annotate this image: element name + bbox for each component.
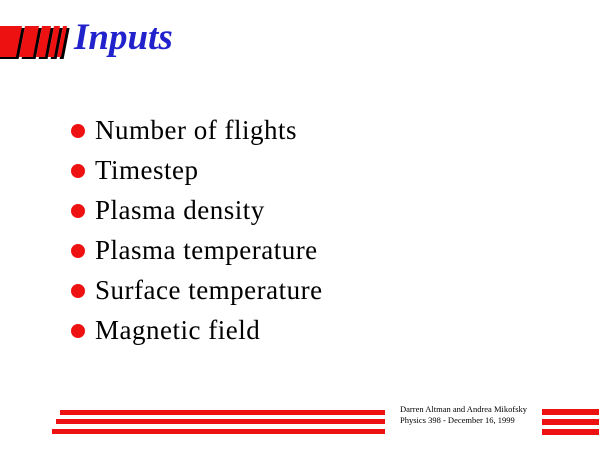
- footer-stripe-right-icon: [542, 409, 599, 415]
- bullet-item: Timestep: [0, 150, 600, 190]
- footer-stripe-right-icon: [542, 429, 599, 435]
- footer-stripe-left-icon: [56, 419, 385, 424]
- bullet-icon: [71, 124, 85, 138]
- bullet-label: Timestep: [95, 154, 199, 185]
- bullet-label: Number of flights: [95, 114, 297, 145]
- bullet-icon: [71, 204, 85, 218]
- bullet-icon: [71, 284, 85, 298]
- bullet-icon: [71, 324, 85, 338]
- bullet-item: Magnetic field: [0, 310, 600, 350]
- bullet-item: Plasma temperature: [0, 230, 600, 270]
- bullet-item: Plasma density: [0, 190, 600, 230]
- bullet-item: Surface temperature: [0, 270, 600, 310]
- bullet-label: Plasma temperature: [95, 234, 318, 265]
- bullet-icon: [71, 244, 85, 258]
- bullet-item: Number of flights: [0, 110, 600, 150]
- bullet-icon: [71, 164, 85, 178]
- footer-course-date-line: Physics 398 - December 16, 1999: [400, 415, 515, 425]
- bullet-label: Plasma density: [95, 194, 265, 225]
- slide-title: Inputs: [74, 17, 173, 58]
- logo-bars-icon: [0, 26, 70, 57]
- bullet-list: Number of flights Timestep Plasma densit…: [0, 110, 600, 350]
- footer-stripe-right-icon: [542, 419, 599, 425]
- bullet-label: Surface temperature: [95, 274, 323, 305]
- footer-stripe-left-icon: [60, 410, 385, 415]
- bullet-label: Magnetic field: [95, 314, 261, 345]
- footer-stripe-left-icon: [52, 429, 385, 434]
- footer-credits: Darren Altman and Andrea Mikofsky Physic…: [400, 404, 540, 426]
- footer-author-line: Darren Altman and Andrea Mikofsky: [400, 404, 527, 414]
